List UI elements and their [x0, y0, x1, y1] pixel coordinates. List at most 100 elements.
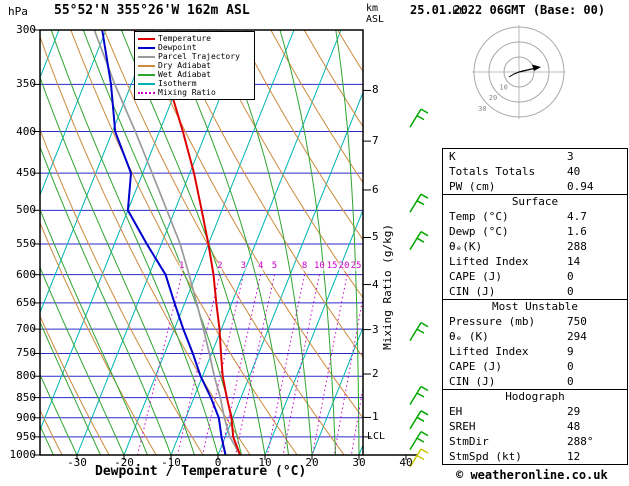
- wind-barb-glyph: [409, 231, 429, 251]
- temperature-tick-label: -10: [161, 456, 181, 469]
- pressure-tick-label: 550: [16, 236, 36, 250]
- pressure-tick-label: 700: [16, 322, 36, 336]
- stats-label: Dewp (°C): [449, 225, 509, 238]
- pressure-tick-label: 600: [16, 267, 36, 281]
- pressure-axis-unit: hPa: [8, 5, 28, 18]
- stats-label: Totals Totals: [449, 165, 536, 178]
- stats-label: CAPE (J): [449, 270, 502, 283]
- stats-value: 294: [567, 330, 587, 343]
- legend-item: Dewpoint: [138, 43, 251, 52]
- pressure-tick-label: 1000: [9, 448, 37, 461]
- isotherm-line: [217, 91, 363, 455]
- stats-label: EH: [449, 405, 463, 418]
- stats-label: Temp (°C): [449, 210, 509, 223]
- wind-barb: [409, 231, 429, 251]
- stats-value: 288: [567, 240, 587, 253]
- lcl-label: LCL: [367, 430, 386, 442]
- altitude-tick-label: 6: [372, 182, 379, 196]
- legend-label: Wet Adiabat: [158, 70, 211, 79]
- pressure-tick-label: 350: [16, 77, 36, 91]
- storm-motion-arrow: [518, 67, 537, 73]
- pressure-tick-label: 750: [16, 346, 36, 360]
- temperature-tick-label: -20: [114, 456, 134, 469]
- dry-adiabat-line: [70, 30, 298, 455]
- wet-adiabat-line: [40, 373, 78, 455]
- stats-label: Lifted Index: [449, 345, 529, 358]
- pressure-tick-label: 300: [16, 23, 36, 36]
- legend-swatch-mixing-ratio: [138, 91, 155, 94]
- stats-row: Pressure (mb) 750: [443, 314, 627, 329]
- copyright-text: © weatheronline.co.uk: [456, 468, 608, 482]
- wind-barb-glyph: [409, 410, 429, 430]
- stats-section-header: Surface: [443, 194, 627, 209]
- dry-adiabat-line: [40, 315, 110, 455]
- wind-barb: [409, 193, 429, 213]
- wind-barb-glyph: [409, 430, 429, 450]
- stats-label: Lifted Index: [449, 255, 529, 268]
- mixing-ratio-line: [282, 274, 320, 455]
- plot-border: [39, 29, 364, 456]
- sounding-curves: [93, 30, 242, 455]
- stats-section-header: Hodograph: [443, 389, 627, 404]
- wind-barb-glyph: [409, 448, 429, 468]
- dry-adiabat-line: [270, 30, 363, 184]
- mixing-ratio-line: [235, 274, 275, 455]
- legend-item: Temperature: [138, 34, 251, 43]
- legend-item: Dry Adiabat: [138, 61, 251, 70]
- altitude-tick-label: 7: [372, 134, 379, 148]
- stats-value: 29: [567, 405, 581, 418]
- stats-label: CAPE (J): [449, 360, 502, 373]
- mixing-ratio-value-label: 4: [257, 261, 264, 271]
- altitude-unit-km: km: [366, 3, 379, 14]
- dry-adiabat-line: [40, 128, 204, 455]
- wet-adiabat-line: [40, 320, 101, 455]
- wind-barb-glyph: [409, 108, 429, 128]
- legend-label: Parcel Trajectory: [158, 52, 240, 61]
- legend-label: Dewpoint: [158, 43, 197, 52]
- x-axis-title: Dewpoint / Temperature (°C): [95, 464, 307, 479]
- stats-label: StmDir: [449, 435, 489, 448]
- mixing-ratio-value-label: 15: [326, 261, 338, 271]
- altitude-unit-asl: ASL: [366, 14, 385, 25]
- wet-adiabat-line: [40, 145, 172, 455]
- skewt-background: [40, 30, 363, 455]
- station-title: 55°52'N 355°26'W 162m ASL: [54, 3, 250, 18]
- stats-row: Dewp (°C) 1.6: [443, 224, 627, 239]
- mixing-ratio-value-label: 8: [301, 261, 308, 271]
- legend-item: Wet Adiabat: [138, 70, 251, 79]
- mixing-ratio-axis-title: Mixing Ratio (g/kg): [381, 224, 394, 350]
- stats-label: PW (cm): [449, 180, 496, 193]
- wet-adiabat-line: [335, 30, 360, 455]
- pressure-tick-label: 950: [16, 429, 36, 443]
- wind-barb: [409, 410, 429, 430]
- stats-value: 0.94: [567, 180, 594, 193]
- stats-row: StmSpd (kt) 12: [443, 449, 627, 464]
- run-datetime: 25.01.2022 06GMT (Base: 00): [410, 3, 606, 17]
- indices-table: K 3 Totals Totals 40 PW (cm) 0.94 Surface Temp …: [442, 148, 628, 465]
- temperature-tick-label: 20: [305, 456, 319, 469]
- legend-label: Temperature: [158, 34, 211, 43]
- wet-adiabat-line: [40, 266, 125, 455]
- altitude-tick-label: 5: [372, 230, 379, 244]
- stats-row: CIN (J) 0: [443, 374, 627, 389]
- wind-barb-glyph: [409, 385, 429, 405]
- altitude-tick-label: 1: [372, 410, 379, 424]
- stats-row: Lifted Index 14: [443, 254, 627, 269]
- legend-label: Mixing Ratio: [158, 88, 216, 97]
- stats-row: θₑ(K) 288: [443, 239, 627, 254]
- wet-adiabat-line: [120, 30, 266, 455]
- stats-label: θₑ(K): [449, 240, 483, 253]
- temperature-tick-label: 0: [214, 456, 222, 469]
- stats-value: 0: [567, 285, 574, 298]
- stats-row: CAPE (J) 0: [443, 359, 627, 374]
- mixing-ratio-line: [350, 385, 363, 455]
- temperature-curve: [133, 30, 242, 455]
- dry-adiabat-line: [237, 30, 363, 241]
- stats-row: SREH 48: [443, 419, 627, 434]
- stats-label: CIN (J): [449, 375, 496, 388]
- dry-adiabat-line: [103, 30, 345, 455]
- stats-value: 12: [567, 450, 581, 463]
- temperature-tick-label: 40: [399, 456, 413, 469]
